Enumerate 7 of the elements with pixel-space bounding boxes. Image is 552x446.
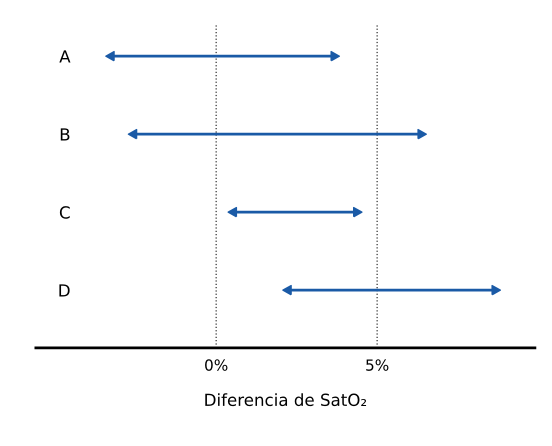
x-tick-label: 0% xyxy=(205,359,228,371)
y-tick-label: C xyxy=(60,206,70,219)
x-tick-label: 5% xyxy=(366,359,388,371)
y-tick-label: A xyxy=(59,50,70,63)
y-tick-label: B xyxy=(60,128,70,141)
y-tick-label: D xyxy=(59,284,70,296)
x-axis-title: Diferencia de SatO₂ xyxy=(205,393,366,406)
